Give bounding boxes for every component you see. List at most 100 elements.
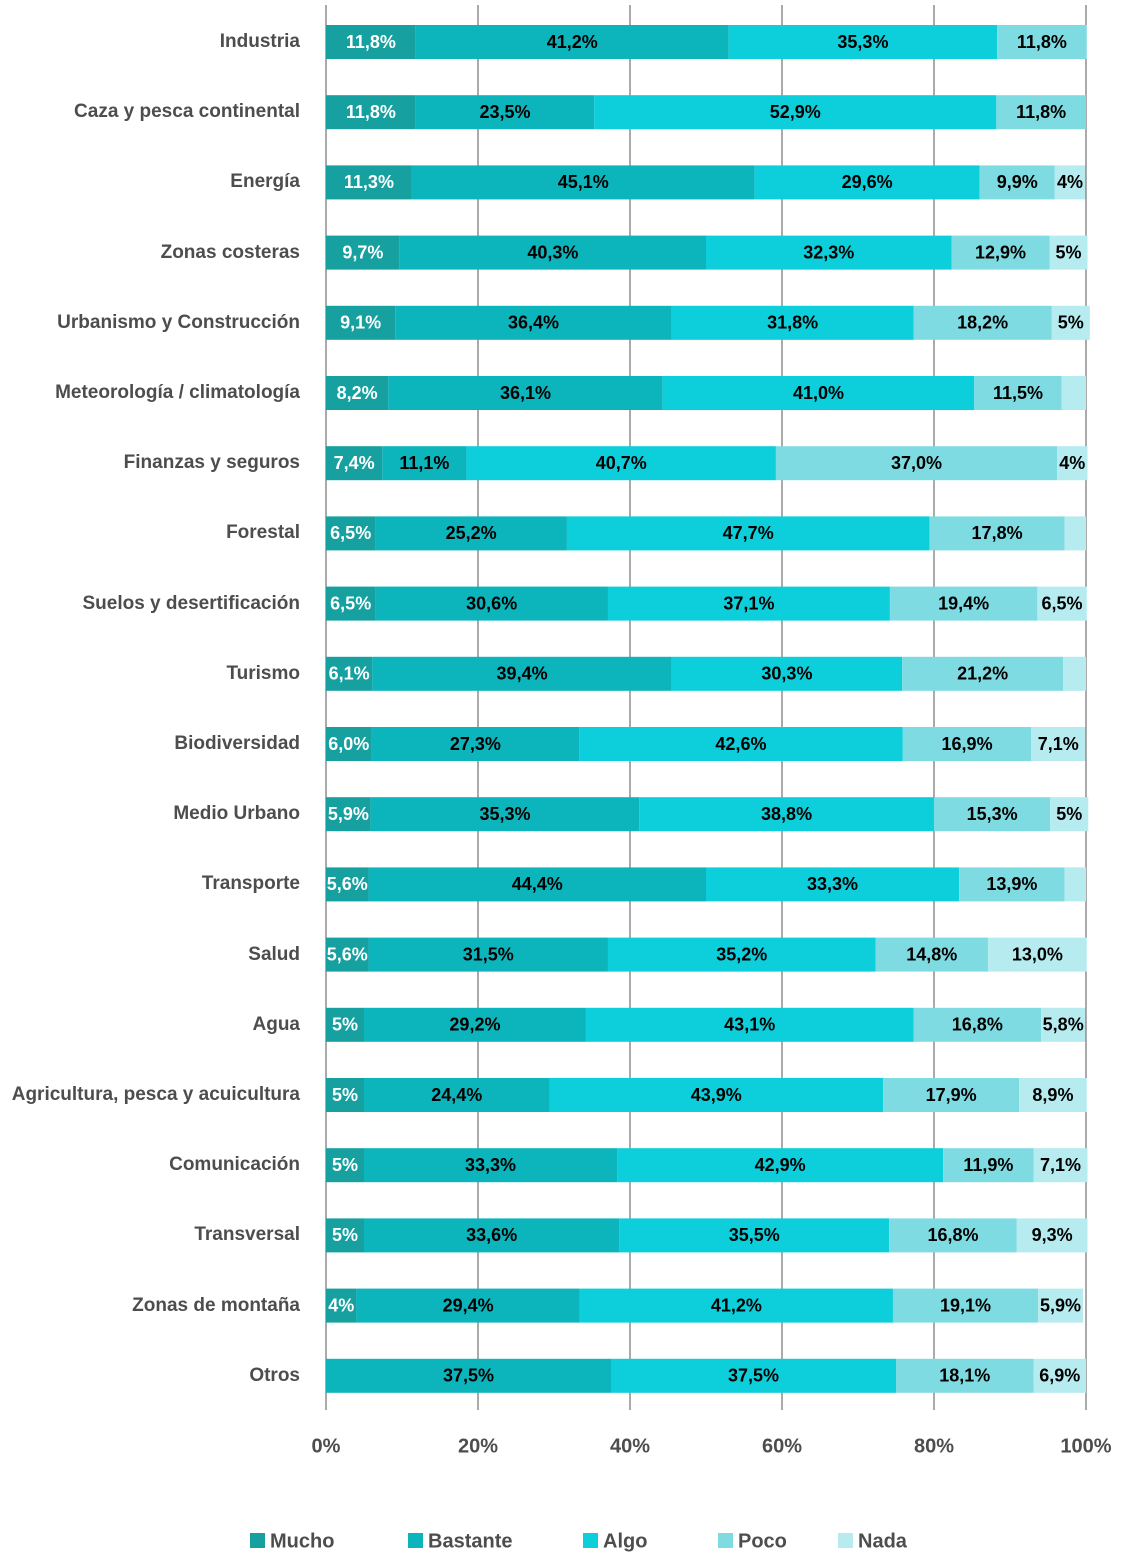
legend-label: Bastante (428, 1530, 512, 1552)
x-tick-label: 40% (610, 1435, 650, 1457)
x-tick-label: 0% (312, 1435, 341, 1457)
bar-segment (1061, 376, 1086, 410)
bar-segment (368, 937, 608, 972)
bar-segment (607, 937, 876, 972)
bar-segment (411, 165, 755, 200)
value-label: 39,4% (497, 664, 548, 684)
value-label: 17,9% (926, 1085, 977, 1105)
value-label: 11,5% (993, 383, 1043, 403)
value-label: 6,9% (1039, 1366, 1080, 1386)
category-label: Meteorología / climatología (55, 382, 300, 403)
bar-segment (372, 656, 672, 691)
bar-segment (326, 797, 371, 832)
bar-segment (913, 305, 1052, 340)
category-label: Transporte (201, 873, 300, 895)
bar-segment (326, 1007, 364, 1042)
value-label: 4% (1059, 453, 1085, 473)
bar-segment (607, 586, 890, 621)
value-label: 16,9% (942, 734, 993, 754)
bar-segment (579, 1288, 893, 1323)
bar-segment (326, 516, 376, 551)
bar-segment (326, 235, 400, 270)
value-label: 5% (332, 1155, 358, 1175)
value-label: 35,2% (716, 944, 767, 964)
value-label: 11,3% (344, 172, 394, 192)
value-label: 7,4% (334, 453, 375, 473)
bar-segment (549, 1078, 884, 1112)
value-label: 9,7% (342, 242, 383, 262)
x-tick-label: 20% (458, 1435, 498, 1457)
bar-segment (368, 867, 706, 902)
value-label: 29,2% (449, 1015, 500, 1035)
bar-segment (959, 867, 1065, 902)
value-label: 9,1% (340, 313, 381, 333)
bar-segment (326, 95, 416, 130)
value-label: 7,1% (1038, 734, 1079, 754)
value-label: 40,7% (596, 453, 647, 473)
bar-segment (979, 165, 1055, 200)
bar-segment (326, 305, 396, 340)
x-tick-label: 100% (1060, 1435, 1111, 1457)
value-label: 12,9% (975, 242, 1026, 262)
value-label: 11,8% (1016, 102, 1066, 122)
bar-segment (370, 797, 640, 832)
value-label: 32,3% (803, 242, 854, 262)
bar-segment (364, 1007, 586, 1042)
bar-segment (415, 95, 595, 130)
bar-segment (415, 25, 729, 59)
value-label: 37,0% (891, 453, 942, 473)
bar-segment (326, 656, 373, 691)
bar-segment (619, 1218, 890, 1253)
value-label: 36,1% (500, 383, 551, 403)
category-label: Salud (248, 943, 300, 965)
value-label: 11,8% (346, 32, 396, 52)
bar-segment (1019, 1078, 1087, 1112)
value-label: 44,4% (512, 874, 563, 894)
value-label: 11,8% (1017, 32, 1067, 52)
value-label: 4% (328, 1295, 354, 1315)
value-label: 18,2% (957, 313, 1008, 333)
value-label: 35,3% (837, 32, 888, 52)
value-label: 5% (1056, 242, 1082, 262)
bar-segment (1031, 727, 1086, 761)
value-label: 52,9% (770, 102, 821, 122)
bar-segment (875, 937, 988, 972)
value-label: 30,3% (761, 664, 812, 684)
value-label: 5,6% (327, 944, 368, 964)
bar-segment (364, 1218, 620, 1253)
value-label: 40,3% (527, 242, 578, 262)
value-label: 5% (332, 1085, 358, 1105)
bar-segment (754, 165, 980, 200)
value-label: 9,3% (1032, 1225, 1073, 1245)
bar-segment (706, 867, 960, 902)
bar-segment (356, 1288, 580, 1323)
category-label: Comunicación (169, 1154, 300, 1176)
bar-segment (326, 586, 376, 621)
value-label: 24,4% (431, 1085, 482, 1105)
value-label: 18,1% (939, 1366, 990, 1386)
category-label: Zonas costeras (160, 241, 300, 263)
bar-segment (395, 305, 672, 340)
legend-label: Mucho (270, 1530, 334, 1552)
value-label: 5,9% (1040, 1295, 1081, 1315)
value-label: 31,8% (767, 313, 818, 333)
bar-segment (943, 1148, 1034, 1183)
category-label: Finanzas y seguros (123, 452, 300, 474)
value-label: 29,6% (842, 172, 893, 192)
value-label: 47,7% (723, 523, 774, 543)
legend-swatch (408, 1533, 423, 1548)
value-label: 6,1% (329, 664, 370, 684)
legend-label: Nada (858, 1530, 908, 1552)
bar-segment (951, 235, 1050, 270)
bar-segment (883, 1078, 1020, 1112)
bar-segment (728, 25, 998, 59)
value-label: 35,3% (479, 804, 530, 824)
legend-swatch (718, 1533, 733, 1548)
value-label: 6,0% (328, 734, 369, 754)
x-tick-label: 80% (914, 1435, 954, 1457)
value-label: 6,5% (1042, 593, 1083, 613)
bar-segment (326, 937, 369, 972)
legend-label: Algo (603, 1530, 647, 1552)
bar-segment (1054, 165, 1086, 200)
bar-segment (639, 797, 934, 832)
